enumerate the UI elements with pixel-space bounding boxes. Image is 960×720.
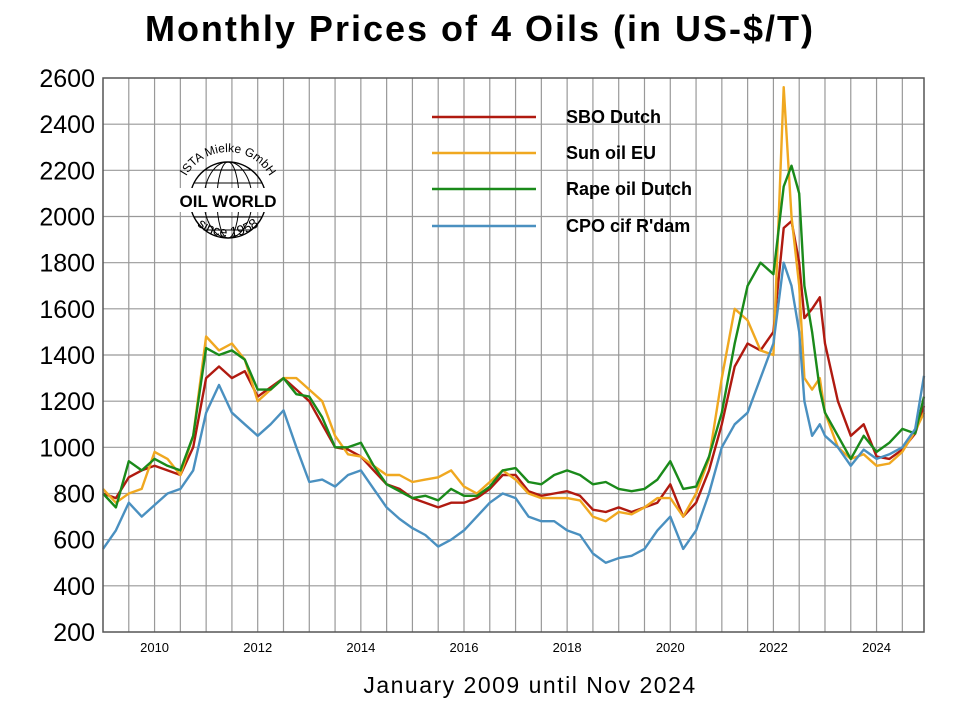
plot-frame bbox=[102, 77, 925, 633]
y-tick-label: 1600 bbox=[39, 296, 95, 324]
y-tick-label: 400 bbox=[53, 573, 95, 601]
legend-label-rape-oil-dutch: Rape oil Dutch bbox=[566, 179, 692, 199]
series-line-rape-oil-dutch bbox=[102, 164, 926, 509]
x-tick-label: 2012 bbox=[243, 640, 272, 655]
legend-label-sun-oil-eu: Sun oil EU bbox=[566, 143, 656, 163]
y-tick-label: 1800 bbox=[39, 250, 95, 278]
series-line-sbo-dutch bbox=[102, 219, 926, 518]
y-tick-label: 600 bbox=[53, 527, 95, 555]
series-line-cpo-cif-r-dam bbox=[102, 261, 926, 564]
x-tick-label: 2024 bbox=[862, 640, 891, 655]
y-tick-label: 200 bbox=[53, 619, 95, 647]
y-tick-label: 2400 bbox=[39, 111, 95, 139]
y-tick-label: 800 bbox=[53, 481, 95, 509]
chart-title: Monthly Prices of 4 Oils (in US-$/T) bbox=[144, 8, 816, 49]
legend: SBO Dutch Sun oil EU Rape oil Dutch CPO cif… bbox=[432, 107, 692, 236]
y-tick-label: 1000 bbox=[39, 434, 95, 462]
y-tick-label: 2000 bbox=[39, 204, 95, 232]
x-tick-label: 2018 bbox=[553, 640, 582, 655]
series-lines bbox=[102, 85, 926, 564]
legend-label-sbo-dutch: SBO Dutch bbox=[566, 107, 661, 127]
legend-label-cpo-cif-r-dam: CPO cif R'dam bbox=[566, 216, 690, 236]
axes: 200 400 600 800 1000 1200 1400 1600 1800 2000 2200… bbox=[39, 65, 925, 655]
y-tick-label: 1200 bbox=[39, 388, 95, 416]
x-tick-label: 2016 bbox=[450, 640, 479, 655]
x-tick-label: 2010 bbox=[140, 640, 169, 655]
x-tick-label: 2014 bbox=[346, 640, 375, 655]
logo-main-text: OIL WORLD bbox=[180, 192, 277, 211]
y-tick-label: 2600 bbox=[39, 65, 95, 93]
y-tick-label: 2200 bbox=[39, 157, 95, 185]
x-tick-label: 2020 bbox=[656, 640, 685, 655]
x-axis-label: January 2009 until Nov 2024 bbox=[363, 672, 697, 698]
x-tick-label: 2022 bbox=[759, 640, 788, 655]
y-tick-label: 1400 bbox=[39, 342, 95, 370]
